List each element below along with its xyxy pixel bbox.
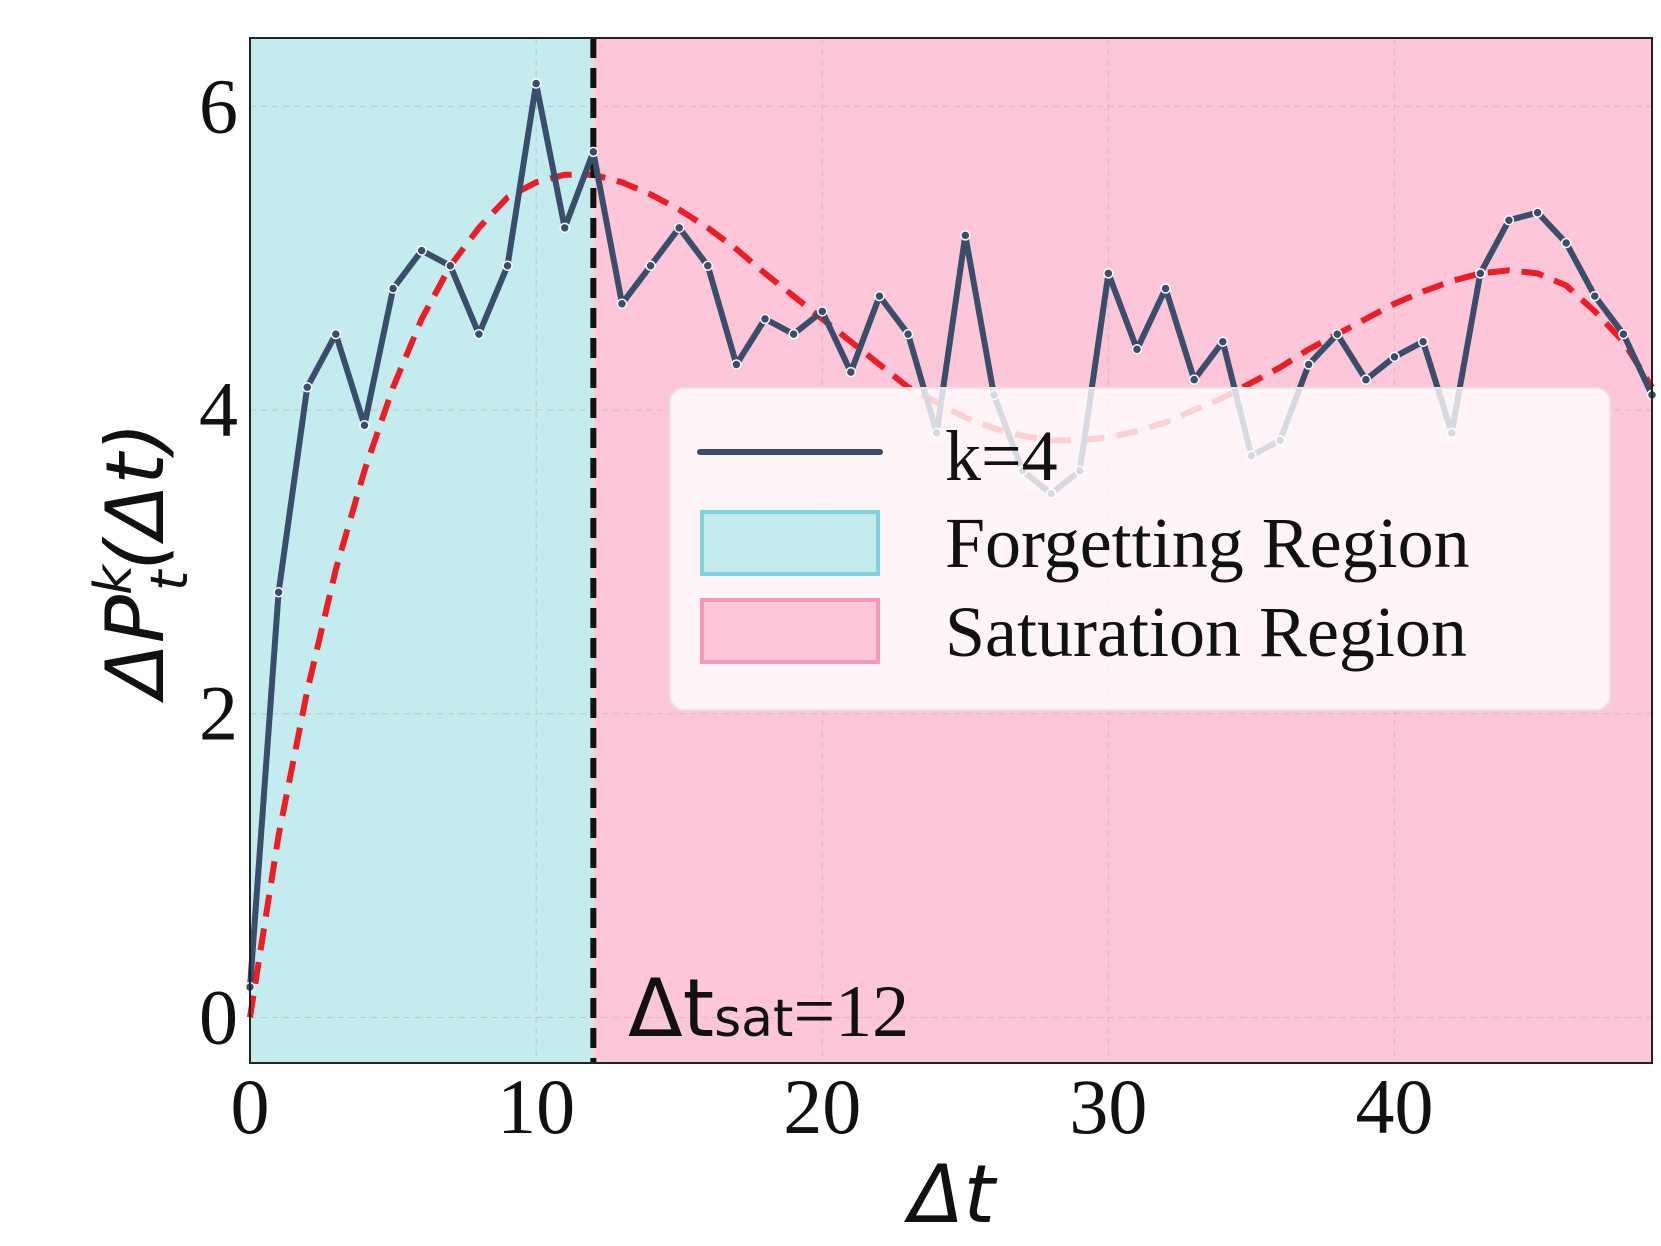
data-point <box>1618 328 1629 340</box>
data-point <box>1503 214 1515 226</box>
x-axis-label: Δt <box>903 1148 998 1241</box>
series-line <box>247 80 1655 988</box>
data-point <box>1589 290 1601 302</box>
data-point <box>416 245 427 256</box>
data-point <box>1389 351 1400 363</box>
legend-frame <box>669 387 1611 711</box>
data-point <box>1131 344 1143 355</box>
data-point <box>816 306 828 317</box>
y-tick-label: 6 <box>199 62 238 149</box>
data-point <box>960 230 971 241</box>
legend: k=4 Forgetting Region Saturation Region <box>669 387 1611 711</box>
legend-label-forgetting: Forgetting Region <box>945 503 1470 583</box>
data-point <box>530 78 542 89</box>
x-tick-label: 10 <box>497 1063 575 1150</box>
y-label-superscript: k <box>84 563 144 595</box>
data-point <box>387 283 399 294</box>
annotation-symbol: Δt <box>628 962 714 1055</box>
data-point <box>1217 336 1229 347</box>
y-label-main: ΔP <box>89 594 182 704</box>
data-point <box>1103 268 1114 279</box>
y-tick-label: 2 <box>199 670 238 757</box>
legend-label-saturation: Saturation Region <box>945 592 1467 672</box>
x-tick-label: 20 <box>783 1063 861 1150</box>
y-tick-label: 0 <box>199 973 238 1060</box>
legend-swatch-saturation <box>700 598 880 664</box>
y-tick-labels: 0 2 4 6 <box>199 62 238 1060</box>
plot-frame <box>249 37 1653 1064</box>
data-point <box>559 222 570 234</box>
data-point <box>616 298 628 309</box>
data-point <box>273 587 284 598</box>
data-point <box>1303 359 1314 370</box>
x-tick-label: 30 <box>1069 1063 1147 1150</box>
data-point <box>1188 374 1200 385</box>
data-point <box>1560 237 1572 249</box>
data-point <box>902 328 914 340</box>
x-tick-label: 0 <box>231 1063 270 1150</box>
trend-curve <box>247 171 1655 1018</box>
data-point <box>759 313 771 325</box>
data-point <box>645 260 656 272</box>
data-point <box>1417 336 1429 347</box>
trend-line <box>247 171 1655 1018</box>
y-axis-label: ΔPkt(Δt) <box>84 422 200 704</box>
data-point <box>731 359 742 370</box>
data-point <box>788 328 799 340</box>
data-point <box>301 382 313 393</box>
data-point <box>845 366 857 378</box>
saturation-annotation: Δtsat=12 <box>628 962 909 1055</box>
data-point <box>445 260 456 272</box>
data-point <box>359 419 370 431</box>
y-tick-label: 4 <box>199 366 238 453</box>
legend-swatch-forgetting <box>700 510 880 576</box>
data-point <box>874 290 885 302</box>
x-tick-label: 40 <box>1355 1063 1433 1150</box>
region-forgetting <box>250 38 594 1063</box>
data-point <box>1475 268 1486 279</box>
y-label-subscript: t <box>140 569 200 591</box>
data-point <box>588 146 599 158</box>
x-tick-labels: 0 10 20 30 40 <box>231 1063 1434 1150</box>
data-point <box>673 222 685 234</box>
data-point <box>702 260 714 272</box>
svg-text:ΔPkt(Δt): ΔPkt(Δt) <box>84 422 200 704</box>
y-label-argument: (Δt) <box>89 422 182 571</box>
data-point <box>1532 207 1543 218</box>
data-point <box>1332 328 1343 340</box>
data-point <box>1160 283 1171 294</box>
annotation-value: =12 <box>793 971 909 1053</box>
data-point <box>1360 374 1372 385</box>
data-point <box>502 260 513 272</box>
axes <box>249 37 1653 1064</box>
data-point <box>473 328 485 340</box>
data-point <box>330 328 342 340</box>
annotation-subscript: sat <box>714 989 793 1049</box>
legend-label-series: k=4 <box>945 416 1058 496</box>
